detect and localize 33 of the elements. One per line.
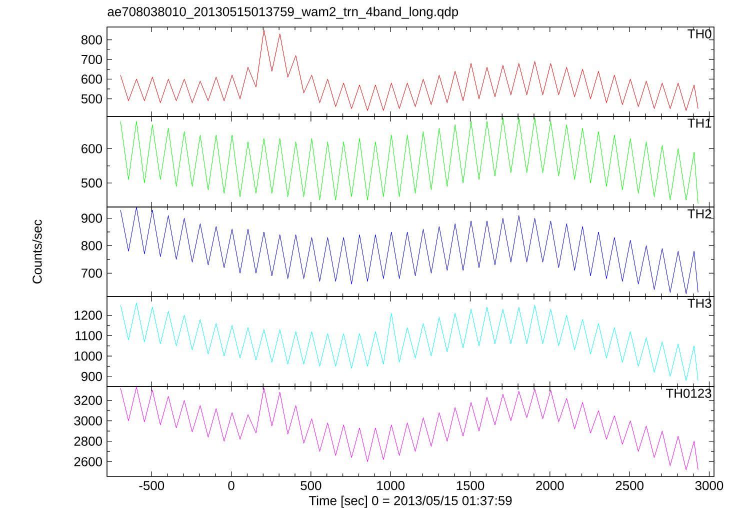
y-tick-label: 500	[81, 178, 102, 188]
x-tick-label: 500	[300, 481, 322, 490]
chart-title: ae708038010_20130515013759_wam2_trn_4band_long.qdp	[108, 6, 458, 19]
annotation: TH1	[688, 118, 712, 128]
y-tick-label: 1200	[74, 310, 102, 320]
x-tick-label: 1000	[377, 481, 404, 490]
x-tick-label: 0	[228, 481, 234, 490]
annotation: TH3	[688, 298, 712, 308]
y-tick-label: 1000	[74, 352, 102, 361]
y-tick-label: 900	[81, 214, 102, 223]
y-tick-label: 600	[82, 74, 102, 84]
y-tick-label: 800	[81, 35, 102, 44]
x-axis-title: Time [sec] 0 = 2013/05/15 01:37:59	[308, 496, 512, 508]
y-tick-label: 3200	[74, 396, 102, 405]
x-tick-label: 2000	[536, 481, 564, 490]
annotation: TH2	[688, 209, 712, 218]
x-tick-label: 1500	[456, 481, 484, 490]
annotation: TH0123	[666, 388, 712, 398]
x-tick-label: 3000	[695, 481, 724, 490]
y-tick-label: 600	[82, 144, 102, 154]
y-tick-label: 3000	[74, 416, 102, 426]
y-axis-title: Counts/sec	[32, 220, 42, 284]
y-tick-label: 700	[82, 54, 102, 64]
y-tick-label: 800	[81, 241, 102, 250]
y-tick-label: 2600	[74, 457, 102, 466]
x-tick-label: -500	[139, 481, 164, 490]
annotation: TH0	[688, 29, 712, 38]
x-tick-label: 2500	[616, 481, 644, 490]
y-tick-label: 2800	[74, 436, 102, 446]
y-tick-label: 500	[81, 94, 102, 104]
y-tick-label: 700	[82, 268, 102, 278]
y-tick-label: 900	[81, 372, 102, 382]
y-tick-label: 1100	[76, 331, 102, 340]
